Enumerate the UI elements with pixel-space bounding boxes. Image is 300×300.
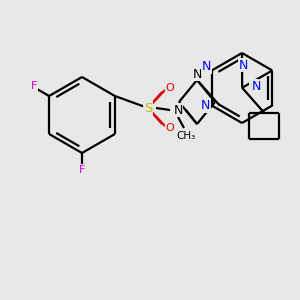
Text: N: N: [173, 103, 183, 116]
Text: F: F: [31, 81, 37, 91]
Text: N: N: [192, 68, 202, 80]
Text: N: N: [202, 60, 211, 73]
Text: N: N: [201, 99, 210, 112]
Text: F: F: [79, 165, 85, 175]
Text: N: N: [250, 79, 259, 92]
Text: O: O: [166, 123, 174, 133]
Text: O: O: [166, 83, 174, 93]
Text: CH₃: CH₃: [176, 131, 196, 141]
Text: N: N: [238, 58, 248, 72]
Text: N: N: [252, 80, 261, 94]
Text: S: S: [144, 101, 152, 115]
